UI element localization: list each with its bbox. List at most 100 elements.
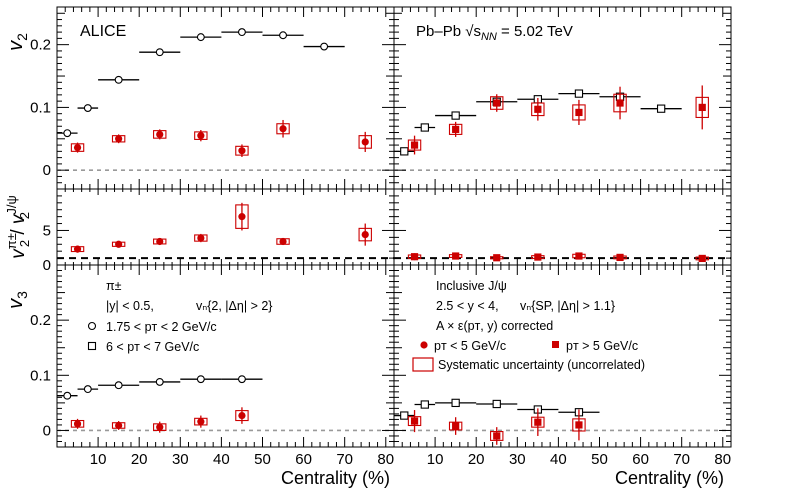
jpsi_v2_right-point	[534, 105, 542, 113]
y-tick-label: 0.2	[30, 37, 51, 54]
x-tick-label: 70	[673, 451, 690, 468]
legend-jpsi: Inclusive J/ψ 2.5 < y < 4, vₙ{SP, |Δη| >…	[412, 279, 645, 372]
legend-pion-cut: |y| < 0.5,	[106, 299, 154, 313]
legend-jpsi-cut: 2.5 < y < 4,	[436, 299, 499, 313]
xlabel-right: Centrality (%)	[615, 468, 724, 488]
pi_low_v2-point	[320, 42, 329, 51]
jpsi_v2_right-point	[616, 99, 624, 107]
legend-jpsi-correction: A × ε(pᴛ, y) corrected	[436, 319, 553, 333]
ratio_left-point	[238, 213, 246, 221]
jpsi_v3_left-point	[115, 421, 123, 430]
jpsi_v2_left-point	[115, 135, 123, 143]
legend-jpsi-low-marker	[420, 341, 428, 349]
y-tick-label: 5	[43, 222, 51, 239]
jpsi_v2_right-point	[493, 99, 501, 107]
x-tick-label: 40	[213, 451, 230, 468]
pi_high_v3-point	[451, 398, 460, 408]
ratio_right-point	[493, 254, 501, 262]
legend-syst-box	[412, 357, 434, 372]
x-tick-label: 50	[591, 451, 608, 468]
pi_low_v3-point	[114, 381, 123, 390]
x-tick-label: 60	[632, 451, 649, 468]
pi_low_v3-point	[63, 391, 72, 400]
ratio_right-point	[452, 252, 460, 260]
pi_high_v3-point	[420, 400, 429, 409]
pi_high_v2-point	[420, 123, 429, 132]
legend-jpsi-high-marker	[552, 341, 559, 348]
ratio_right-point	[534, 253, 542, 261]
jpsi_v3_left-point	[197, 418, 205, 426]
y-tick-label: 0	[43, 257, 51, 274]
ylabel-v2: v2	[5, 33, 30, 51]
x-tick-label: 10	[90, 451, 107, 468]
experiment-label: ALICE	[80, 23, 126, 40]
panel-frame-v3-right	[393, 264, 732, 448]
pi_low_v2-point	[196, 33, 205, 42]
ratio_left-point	[73, 245, 82, 253]
jpsi_v3_right-point	[410, 417, 419, 425]
y-tick-label: 0	[43, 162, 51, 179]
ylabel-ratio: vπ±2 / vJ/ψ2	[4, 195, 32, 259]
ratio_right-point	[698, 254, 706, 263]
x-tick-label: 80	[714, 451, 731, 468]
jpsi_v2_left-point	[156, 130, 164, 138]
jpsi_v3_left-point	[238, 411, 246, 420]
ratio_left-point	[115, 240, 123, 248]
axis-layer: 10 20 30 40 50 60 70 80 10 20 30 40 50 60 70 8000.10.20…	[30, 7, 731, 468]
pi_low_v2-point	[114, 75, 123, 84]
legend-syst-label: Systematic uncertainty (uncorrelated)	[438, 358, 645, 372]
x-tick-label: 20	[468, 451, 485, 468]
pi_high_v2-point	[574, 89, 584, 98]
panel-frames	[56, 6, 732, 448]
pi_low_v2-point	[83, 104, 92, 112]
pi_high_v3-point	[492, 399, 501, 409]
pi_low_v3-point	[83, 385, 92, 394]
jpsi_v2_right-point	[698, 103, 706, 112]
jpsi_v2_right-point	[452, 125, 460, 133]
ratio_right-point	[616, 253, 624, 261]
pi_high_v3-point	[400, 411, 409, 420]
legend-pion-low-label: 1.75 < pᴛ < 2 GeV/c	[106, 320, 217, 334]
pi_low_v2-point	[237, 28, 246, 37]
legend-jpsi-low-label: pᴛ < 5 GeV/c	[434, 339, 506, 353]
x-tick-label: 70	[336, 451, 353, 468]
ratio_left-point	[156, 237, 164, 246]
jpsi_v2_left-point	[361, 138, 369, 146]
pi_low_v3-point	[196, 375, 205, 384]
x-tick-label: 40	[550, 451, 567, 468]
jpsi_v3_right-point	[452, 422, 460, 430]
collision-system-label: Pb–Pb √sNN = 5.02 TeV	[416, 23, 573, 43]
legend-pion-high-label: 6 < pᴛ < 7 GeV/c	[106, 340, 199, 354]
legend-pion-title: π±	[106, 279, 122, 293]
pi_high_v2-point	[451, 111, 460, 120]
xlabel-left: Centrality (%)	[281, 468, 390, 488]
y-tick-label: 0	[43, 422, 51, 439]
legend-pion-low-marker	[87, 321, 97, 331]
x-tick-label: 80	[377, 451, 394, 468]
pi_high_v2-point	[656, 104, 666, 113]
x-tick-label: 30	[509, 451, 526, 468]
ylabel-v3: v3	[5, 291, 30, 309]
jpsi_v2_right-point	[410, 141, 419, 149]
pi_low_v2-point	[63, 129, 72, 138]
jpsi_v2_left-point	[279, 125, 287, 133]
panel-frame-ratio-right	[393, 188, 732, 266]
jpsi_v3_right-point	[493, 432, 501, 440]
panel-frame-ratio-left	[56, 188, 395, 266]
ratio_right-point	[410, 253, 419, 261]
ratio_left-point	[279, 237, 287, 246]
x-tick-label: 20	[131, 451, 148, 468]
jpsi_v3_left-point	[156, 423, 164, 431]
jpsi_v2_left-point	[73, 143, 82, 152]
x-tick-label: 10	[427, 451, 444, 468]
legend-pions: π± |y| < 0.5, vₙ{2, |Δη| > 2} 1.75 < pᴛ …	[87, 279, 272, 354]
legend-jpsi-title: Inclusive J/ψ	[436, 279, 507, 293]
ratio_right-point	[575, 252, 583, 260]
jpsi_v2_left-point	[238, 147, 246, 155]
data-layer	[57, 28, 731, 445]
x-tick-label: 30	[172, 451, 189, 468]
x-tick-label: 50	[254, 451, 271, 468]
pi_low_v3-point	[155, 377, 164, 386]
y-tick-label: 0.1	[30, 99, 51, 116]
